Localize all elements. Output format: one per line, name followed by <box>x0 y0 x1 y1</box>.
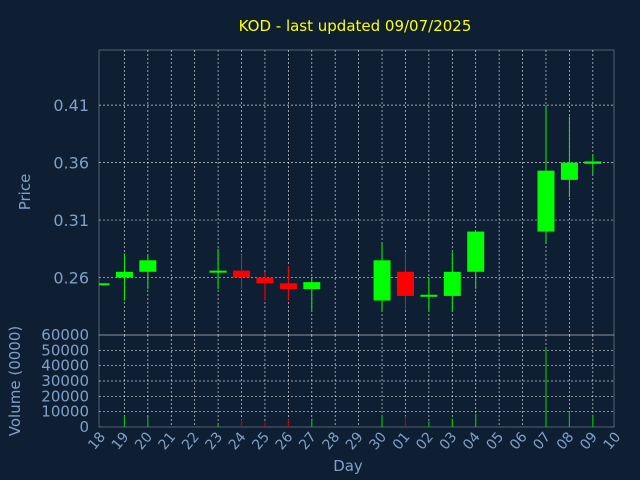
candle-body <box>99 283 110 286</box>
x-tick-label: 24 <box>226 429 250 453</box>
volume-bars <box>100 347 594 427</box>
candle-body <box>139 260 157 272</box>
x-tick-label: 10 <box>601 429 625 453</box>
candle-body <box>233 270 251 278</box>
x-tick-label: 08 <box>554 429 578 453</box>
x-tick-label: 28 <box>320 429 344 453</box>
candle-body <box>443 271 461 296</box>
x-tick-label: 19 <box>109 429 133 453</box>
volume-tick-label: 20000 <box>41 387 89 405</box>
x-tick-label: 27 <box>296 429 320 453</box>
x-tick-label: 30 <box>366 429 390 453</box>
candle-body <box>396 271 414 296</box>
chart-title: KOD - last updated 09/07/2025 <box>239 17 472 35</box>
volume-tick-label: 30000 <box>41 372 89 390</box>
candle-body <box>467 231 485 272</box>
x-tick-label: 03 <box>437 429 461 453</box>
price-tick-label: 0.31 <box>53 211 89 230</box>
candle-body <box>560 162 578 180</box>
x-tick-label: 09 <box>577 429 601 453</box>
x-tick-label: 22 <box>179 429 203 453</box>
volume-tick-label: 50000 <box>41 341 89 359</box>
x-tick-label: 05 <box>483 429 507 453</box>
x-tick-label: 26 <box>273 429 297 453</box>
candle-body <box>373 260 391 301</box>
price-tick-label: 0.26 <box>53 269 89 288</box>
candle-body <box>256 277 274 284</box>
price-tick-label: 0.36 <box>53 154 89 173</box>
candle-body <box>420 294 438 297</box>
x-tick-label: 23 <box>202 429 226 453</box>
candle-body <box>303 282 321 290</box>
x-tick-label: 29 <box>343 429 367 453</box>
candle-body <box>584 161 602 164</box>
price-tick-labels: 0.26 0.31 0.36 0.41 <box>53 96 89 287</box>
volume-tick-label: 0 <box>79 418 89 436</box>
price-axis-label: Price <box>16 174 34 211</box>
volume-tick-label: 40000 <box>41 357 89 375</box>
price-gridlines <box>99 50 614 335</box>
price-panel-frame <box>98 49 615 336</box>
day-tick-labels: 18 19 20 21 22 23 24 25 26 27 28 29 30 01 02 03 04 05 06 07… <box>85 429 624 453</box>
x-tick-label: 06 <box>507 429 531 453</box>
x-tick-label: 04 <box>460 429 484 453</box>
volume-panel-frame <box>98 334 615 428</box>
x-axis-label: Day <box>333 457 363 475</box>
x-tick-label: 21 <box>156 429 180 453</box>
x-tick-label: 25 <box>249 429 273 453</box>
volume-tick-label: 10000 <box>41 403 89 421</box>
price-candles <box>99 105 602 313</box>
price-tick-label: 0.41 <box>53 96 89 115</box>
x-tick-label: 20 <box>132 429 156 453</box>
volume-tick-label: 60000 <box>41 326 89 344</box>
candle-body <box>209 270 227 273</box>
candle-body <box>115 271 133 278</box>
x-tick-label: 02 <box>413 429 437 453</box>
x-tick-label: 01 <box>390 429 414 453</box>
volume-gridlines <box>99 335 614 427</box>
volume-axis-label: Volume (0000) <box>6 326 24 436</box>
x-tick-label: 07 <box>530 429 554 453</box>
candle-body <box>279 283 297 290</box>
candle-body <box>537 170 555 232</box>
